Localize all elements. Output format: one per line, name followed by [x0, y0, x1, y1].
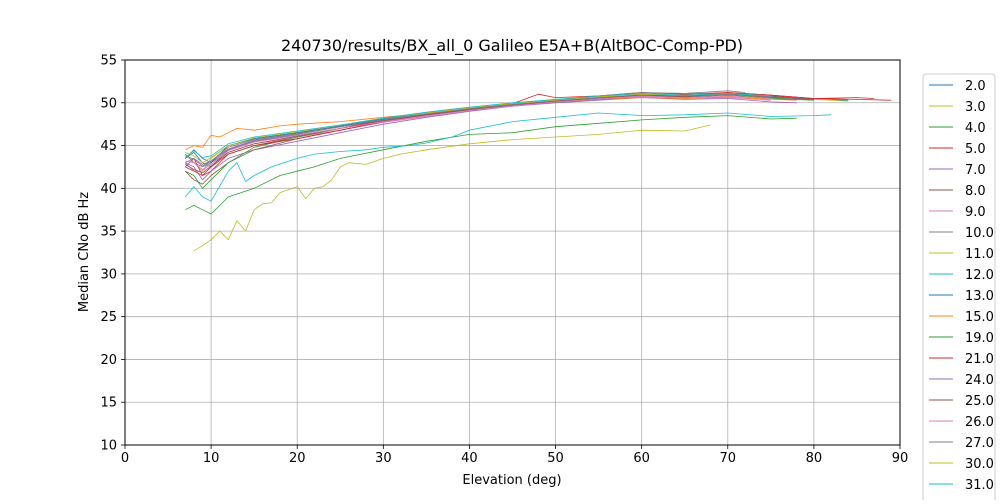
y-tick-label: 55: [100, 54, 117, 69]
legend-label: 7.0: [965, 163, 986, 178]
x-tick-label: 70: [720, 451, 737, 466]
x-tick-label: 10: [203, 451, 220, 466]
x-tick-label: 90: [892, 451, 909, 466]
series-line-4.0: [185, 115, 797, 215]
y-tick-label: 25: [100, 310, 117, 325]
legend-label: 15.0: [965, 310, 994, 325]
series-line-25.0: [185, 93, 814, 174]
legend-label: 8.0: [965, 184, 986, 199]
data-series: [184, 90, 892, 252]
plot-frame: [124, 59, 901, 446]
series-line-15.0: [185, 96, 797, 151]
x-tick-label: 30: [375, 451, 392, 466]
x-tick-label: 20: [289, 451, 306, 466]
series-line-9.0: [185, 96, 771, 172]
x-tick-label: 60: [633, 451, 650, 466]
legend-label: 30.0: [965, 457, 994, 472]
y-tick-label: 40: [100, 182, 117, 197]
series-line-7.0: [185, 97, 797, 181]
legend-label: 10.0: [965, 226, 994, 241]
legend-label: 26.0: [965, 415, 994, 430]
legend-label: 27.0: [965, 436, 994, 451]
legend-label: 9.0: [965, 205, 986, 220]
y-tick-label: 35: [100, 225, 117, 240]
x-tick-label: 40: [461, 451, 478, 466]
legend-label: 25.0: [965, 394, 994, 409]
series-line-26.0: [185, 95, 771, 170]
legend-label: 3.0: [965, 100, 986, 115]
y-tick-label: 45: [100, 139, 117, 154]
legend-label: 2.0: [965, 79, 986, 94]
x-tick-label: 80: [806, 451, 823, 466]
legend-label: 19.0: [965, 331, 994, 346]
series-line-12.0: [184, 112, 832, 202]
y-tick-label: 50: [100, 96, 117, 111]
y-tick-label: 10: [100, 439, 117, 454]
legend-label: 4.0: [965, 121, 986, 136]
legend-label: 24.0: [965, 373, 994, 388]
y-axis-label: Median CNo dB Hz: [77, 192, 92, 312]
legend: 2.0 3.0 4.0 5.0 7.0 8.0 9.0 10.0 11.0 12.0 13.0 15.…: [922, 73, 996, 503]
legend-label: 21.0: [965, 352, 994, 367]
series-line-31.0: [185, 93, 771, 158]
chart-title: 240730/results/BX_all_0 Galileo E5A+B(Al…: [281, 36, 743, 56]
legend-label: 5.0: [965, 142, 986, 157]
series-line-11.0: [193, 124, 711, 252]
x-tick-label: 0: [121, 451, 129, 466]
legend-label: 13.0: [965, 289, 994, 304]
axis-ticks: 0 10 20 30 40 50 60 70 80 90 10 15 20 25 30 35 40 45 50 55: [100, 54, 908, 467]
y-tick-label: 15: [100, 396, 117, 411]
legend-label: 31.0: [965, 478, 994, 493]
x-tick-label: 50: [547, 451, 564, 466]
legend-label: 11.0: [965, 247, 994, 262]
y-tick-label: 30: [100, 267, 117, 282]
y-tick-label: 20: [100, 353, 117, 368]
x-axis-label: Elevation (deg): [462, 473, 561, 488]
legend-label: 12.0: [965, 268, 994, 283]
